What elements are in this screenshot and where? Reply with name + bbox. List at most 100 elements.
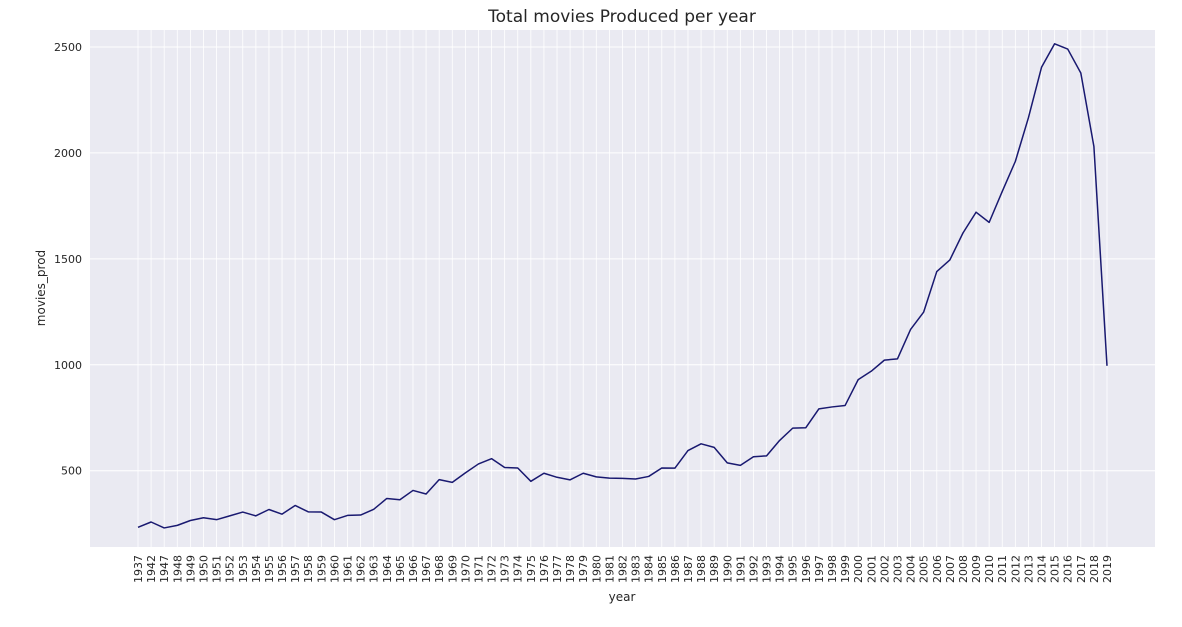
data-point (713, 446, 715, 448)
data-point (661, 467, 663, 469)
x-tick-label: 1951 (211, 555, 224, 583)
x-tick-label: 1963 (368, 555, 381, 583)
x-tick-label: 1972 (486, 555, 499, 583)
data-point (346, 514, 348, 516)
x-tick-label: 1983 (630, 555, 643, 583)
y-axis-ticks: 500 1000 1500 2000 2500 (54, 41, 82, 478)
data-point (530, 480, 532, 482)
data-point (242, 511, 244, 513)
x-tick-label: 2012 (1009, 555, 1022, 583)
x-tick-label: 2010 (983, 555, 996, 583)
x-axis-ticks: 1937 1942 1947 1948 1949 1950 1951 1952 1953 1954… (132, 555, 1114, 583)
data-point (1014, 160, 1016, 162)
x-tick-label: 1994 (774, 555, 787, 583)
x-tick-label: 1948 (171, 555, 184, 583)
series-layer (137, 43, 1108, 529)
x-tick-label: 1955 (263, 555, 276, 583)
data-point (150, 521, 152, 523)
data-point (595, 476, 597, 478)
data-point (543, 472, 545, 474)
data-point (464, 472, 466, 474)
data-point (569, 479, 571, 481)
x-tick-label: 1981 (603, 555, 616, 583)
data-point (896, 358, 898, 360)
x-tick-label: 1980 (590, 555, 603, 583)
x-tick-label: 1987 (682, 555, 695, 583)
x-tick-label: 1992 (747, 555, 760, 583)
x-tick-label: 2019 (1101, 555, 1114, 583)
x-tick-label: 2008 (957, 555, 970, 583)
data-point (752, 456, 754, 458)
x-tick-label: 1999 (839, 555, 852, 583)
x-tick-label: 1957 (289, 555, 302, 583)
data-point (1053, 43, 1055, 45)
x-tick-label: 1947 (158, 555, 171, 583)
x-tick-label: 2011 (996, 555, 1009, 583)
data-point (176, 524, 178, 526)
data-point (1001, 190, 1003, 192)
x-tick-label: 2003 (891, 555, 904, 583)
x-tick-label: 1973 (499, 555, 512, 583)
data-point (307, 511, 309, 513)
y-tick-label: 2000 (54, 147, 82, 160)
data-point (922, 311, 924, 313)
data-point (294, 504, 296, 506)
data-point (1067, 48, 1069, 50)
data-point (739, 464, 741, 466)
data-point (517, 467, 519, 469)
data-point (778, 439, 780, 441)
data-point (438, 478, 440, 480)
x-tick-label: 1967 (420, 555, 433, 583)
data-point (700, 443, 702, 445)
y-tick-label: 2500 (54, 41, 82, 54)
y-tick-label: 1500 (54, 253, 82, 266)
x-tick-label: 2000 (852, 555, 865, 583)
data-point (490, 457, 492, 459)
x-tick-label: 1993 (761, 555, 774, 583)
x-tick-label: 1949 (184, 555, 197, 583)
data-point (228, 515, 230, 517)
y-tick-label: 500 (61, 465, 82, 478)
x-tick-label: 2016 (1062, 555, 1075, 583)
grid (90, 30, 1155, 547)
x-tick-label: 1966 (407, 555, 420, 583)
data-point (1093, 145, 1095, 147)
x-tick-label: 1998 (826, 555, 839, 583)
data-point (765, 455, 767, 457)
x-tick-label: 1995 (787, 555, 800, 583)
x-tick-label: 2017 (1075, 555, 1088, 583)
x-tick-label: 1964 (381, 555, 394, 583)
x-tick-label: 1961 (342, 555, 355, 583)
x-tick-label: 2006 (931, 555, 944, 583)
data-point (870, 370, 872, 372)
data-point (582, 472, 584, 474)
data-point (556, 476, 558, 478)
data-point (320, 511, 322, 513)
data-point (1027, 117, 1029, 119)
x-tick-label: 1986 (669, 555, 682, 583)
data-point (1080, 72, 1082, 74)
series-line (137, 43, 1108, 529)
data-point (909, 328, 911, 330)
data-point (792, 427, 794, 429)
x-tick-label: 1950 (197, 555, 210, 583)
chart-title: Total movies Produced per year (487, 7, 756, 27)
data-point (255, 515, 257, 517)
data-point (936, 270, 938, 272)
x-tick-label: 1937 (132, 555, 145, 583)
x-tick-label: 1977 (551, 555, 564, 583)
data-point (1040, 66, 1042, 68)
x-tick-label: 1979 (577, 555, 590, 583)
data-point (687, 449, 689, 451)
data-point (988, 221, 990, 223)
data-point (621, 477, 623, 479)
x-tick-label: 2014 (1036, 555, 1049, 583)
data-point (281, 513, 283, 515)
data-point (1106, 365, 1108, 367)
data-point (949, 259, 951, 261)
x-tick-label: 1974 (512, 555, 525, 583)
data-point (137, 526, 139, 528)
x-tick-label: 1988 (695, 555, 708, 583)
data-point (399, 499, 401, 501)
